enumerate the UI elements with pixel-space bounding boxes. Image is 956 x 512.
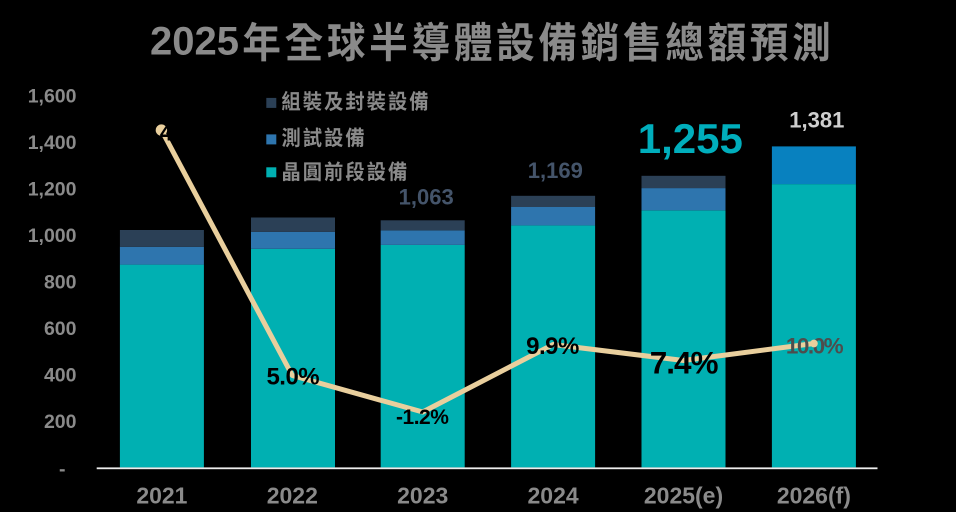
svg-text:2024: 2024 xyxy=(528,483,579,509)
svg-text:2025: 2025 xyxy=(150,20,239,64)
svg-text:1,169: 1,169 xyxy=(528,158,583,183)
svg-text:2021: 2021 xyxy=(136,483,187,509)
svg-text:400: 400 xyxy=(44,364,77,386)
svg-text:44.6%: 44.6% xyxy=(160,120,226,147)
svg-text:1,381: 1,381 xyxy=(789,108,844,133)
svg-text:1,200: 1,200 xyxy=(28,179,77,201)
svg-text:2026(f): 2026(f) xyxy=(777,483,851,509)
svg-text:800: 800 xyxy=(44,272,77,294)
svg-text:1,400: 1,400 xyxy=(28,132,77,154)
svg-text:-1.2%: -1.2% xyxy=(396,406,449,429)
svg-text:200: 200 xyxy=(44,411,77,433)
svg-text:9.9%: 9.9% xyxy=(526,333,579,360)
svg-text:1,600: 1,600 xyxy=(28,86,77,108)
svg-text:2023: 2023 xyxy=(397,483,448,509)
svg-text:-: - xyxy=(59,459,66,481)
svg-text:1,255: 1,255 xyxy=(638,115,743,162)
svg-text:5.0%: 5.0% xyxy=(266,363,319,390)
svg-text:2025(e): 2025(e) xyxy=(644,483,723,509)
svg-text:7.4%: 7.4% xyxy=(650,344,719,380)
svg-text:600: 600 xyxy=(44,318,77,340)
svg-text:1,063: 1,063 xyxy=(399,185,454,210)
svg-text:1,000: 1,000 xyxy=(28,225,77,247)
svg-text:2022: 2022 xyxy=(267,483,318,509)
